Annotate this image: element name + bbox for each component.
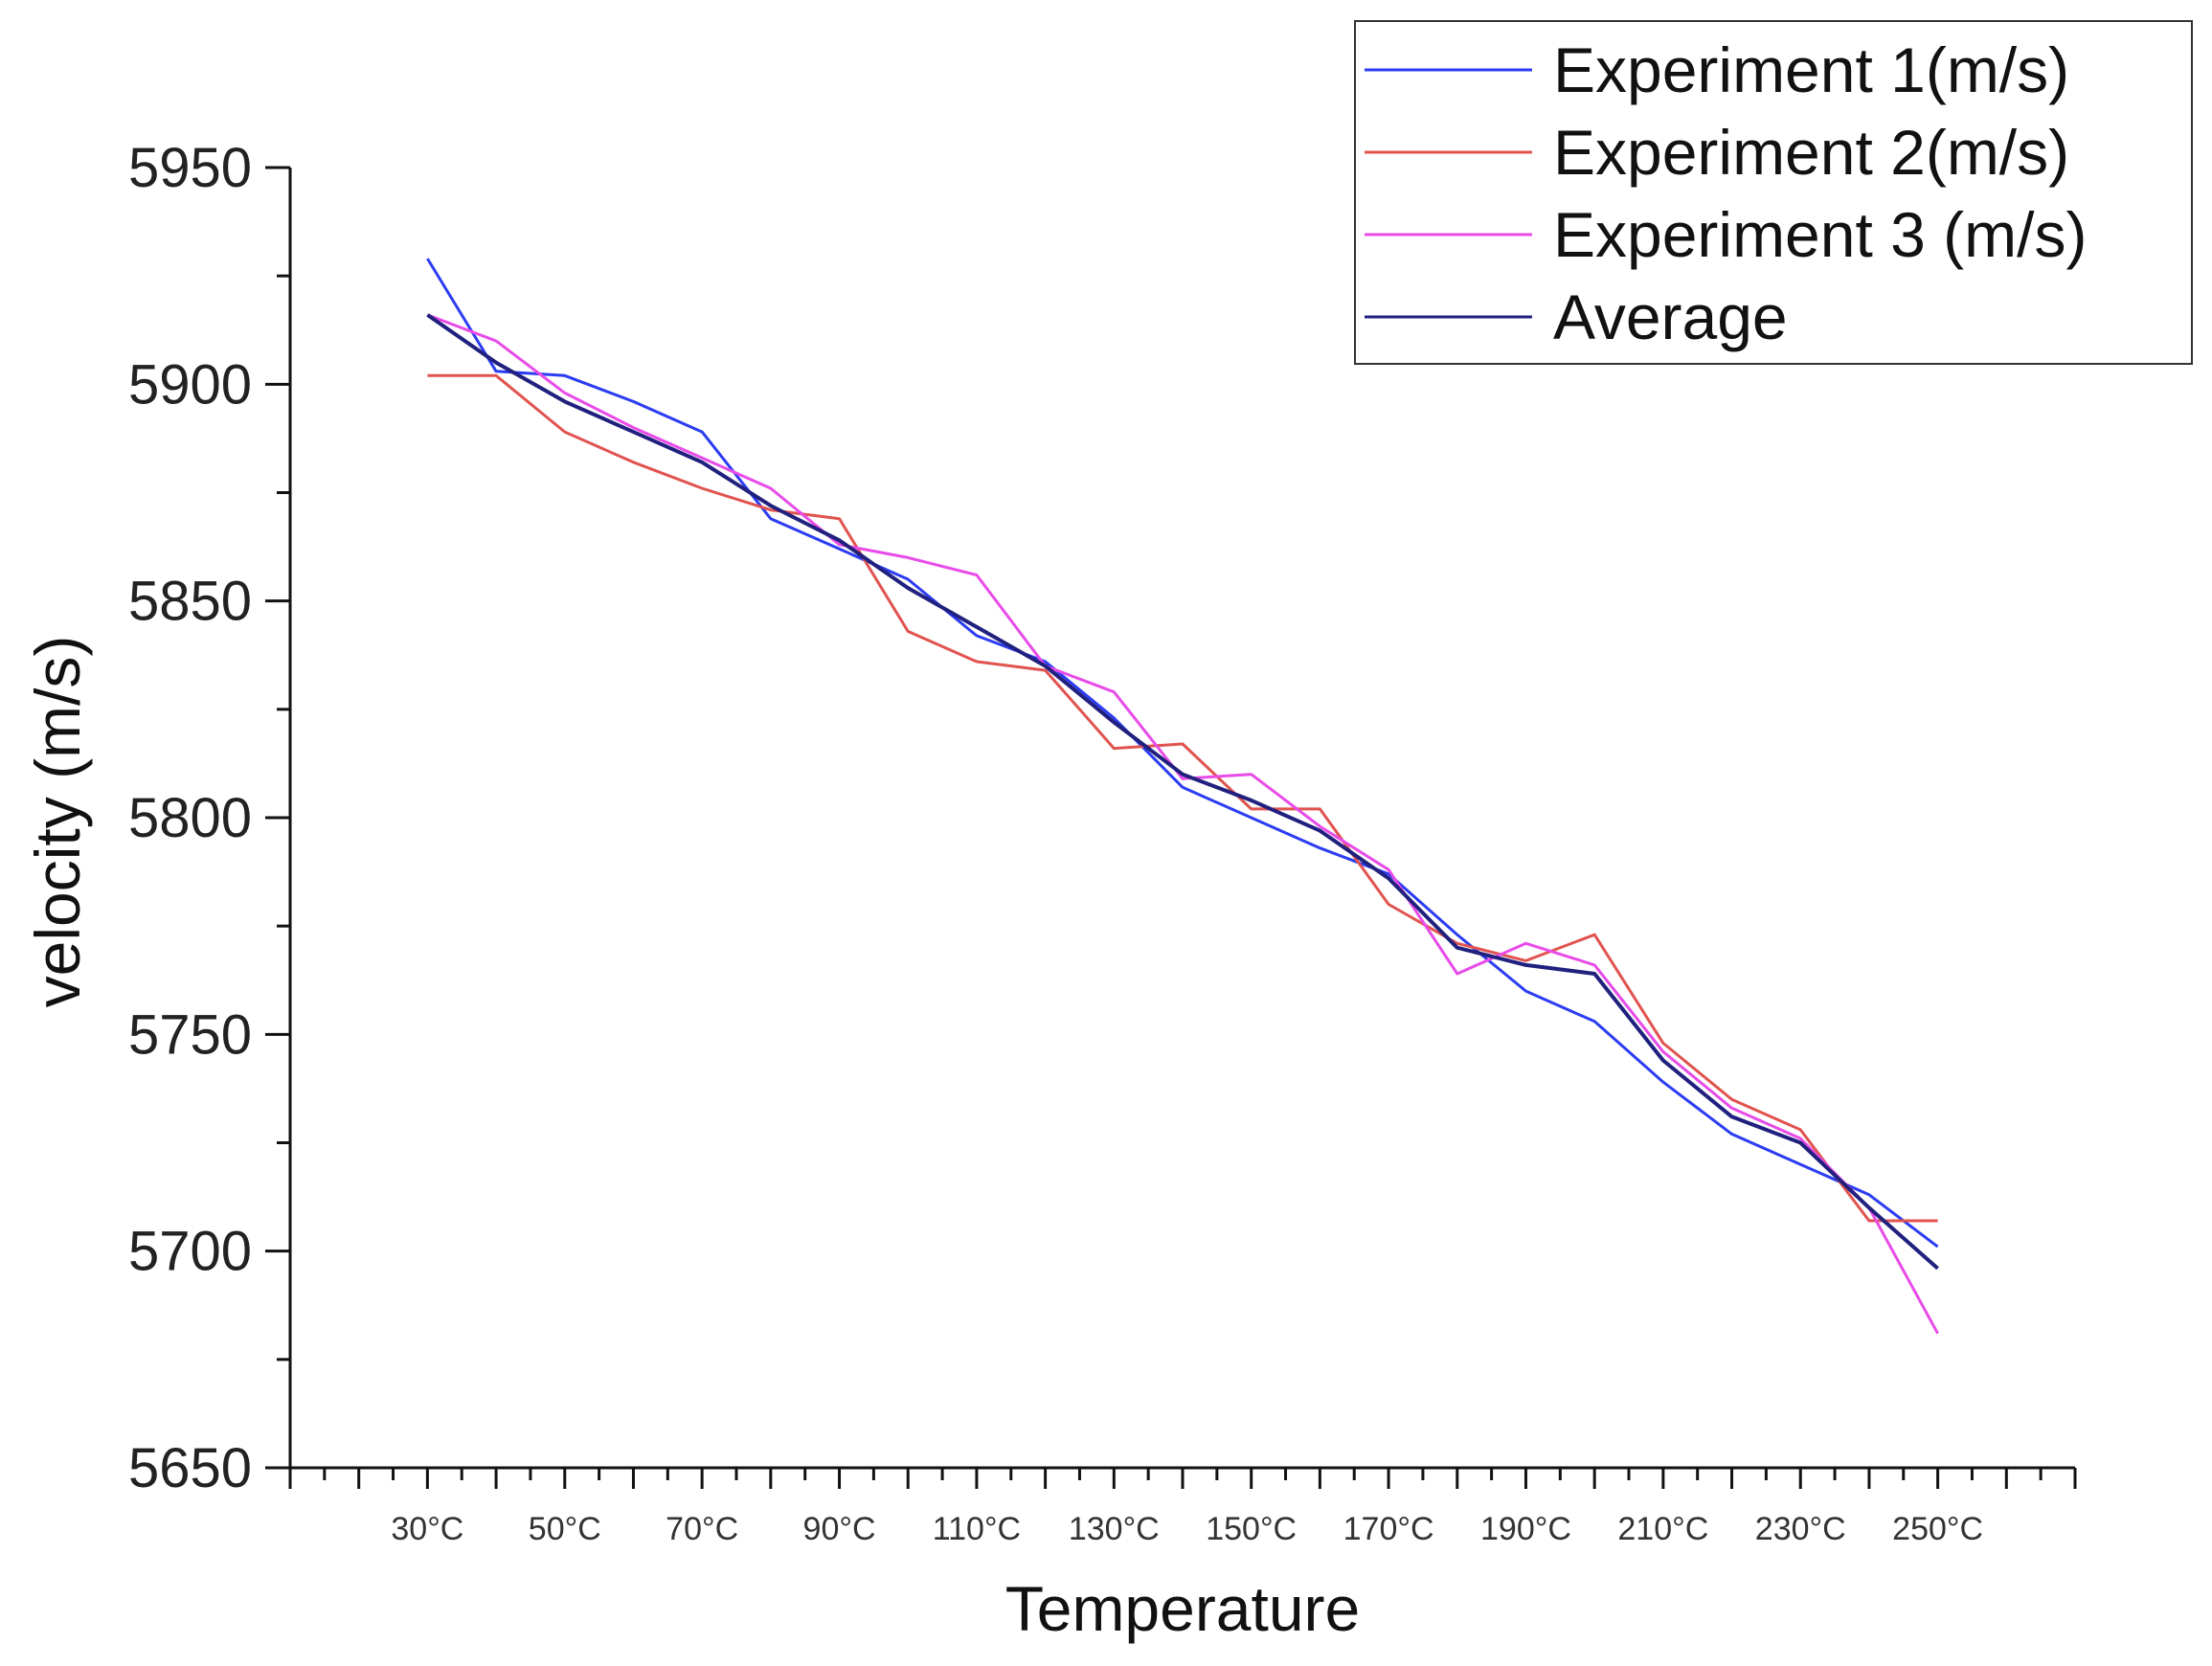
x-axis-ticks: 30°C 50°C 70°C 90°C 110°C 130°C 150°C 170°C 190°… [288, 1468, 2077, 1547]
series-line-3 [426, 313, 1939, 1335]
x-tick-label: 210°C [1617, 1511, 1708, 1547]
legend-box [1354, 20, 2193, 365]
x-tick-label: 170°C [1343, 1511, 1434, 1547]
x-tick-label: 190°C [1480, 1511, 1571, 1547]
y-axis-label: velocity (m/s) [22, 636, 93, 1008]
x-tick-label: 110°C [933, 1511, 1021, 1547]
legend-label-4: Average [1553, 281, 1788, 352]
x-tick-label: 150°C [1206, 1511, 1297, 1547]
y-tick-label: 5650 [128, 1437, 252, 1499]
y-tick-label: 5800 [128, 787, 252, 849]
y-tick-label: 5700 [128, 1221, 252, 1283]
series-line-4 [426, 313, 1939, 1271]
series-line-1 [426, 258, 1939, 1249]
x-tick-label: 30°C [391, 1511, 463, 1547]
legend-label-3: Experiment 3 (m/s) [1553, 199, 2087, 270]
x-tick-label: 250°C [1892, 1511, 1983, 1547]
y-tick-label: 5950 [128, 137, 252, 199]
series-lines [426, 258, 1939, 1335]
legend: Experiment 1(m/s) Experiment 2(m/s) Experi… [1354, 20, 2193, 365]
x-tick-label: 90°C [803, 1511, 876, 1547]
y-tick-label: 5850 [128, 571, 252, 633]
x-tick-label: 230°C [1755, 1511, 1846, 1547]
legend-label-1: Experiment 1(m/s) [1553, 34, 2069, 105]
y-tick-label: 5750 [128, 1003, 252, 1066]
legend-label-2: Experiment 2(m/s) [1553, 117, 2069, 188]
x-tick-label: 70°C [666, 1511, 738, 1547]
x-tick-label: 130°C [1069, 1511, 1160, 1547]
x-tick-label: 50°C [529, 1511, 601, 1547]
y-tick-label: 5900 [128, 353, 252, 416]
x-axis-label: Temperature [1005, 1573, 1361, 1644]
series-line-2 [427, 373, 1938, 1223]
y-axis-ticks: 5650 5700 5750 5800 5850 5900 5950 [128, 137, 290, 1499]
